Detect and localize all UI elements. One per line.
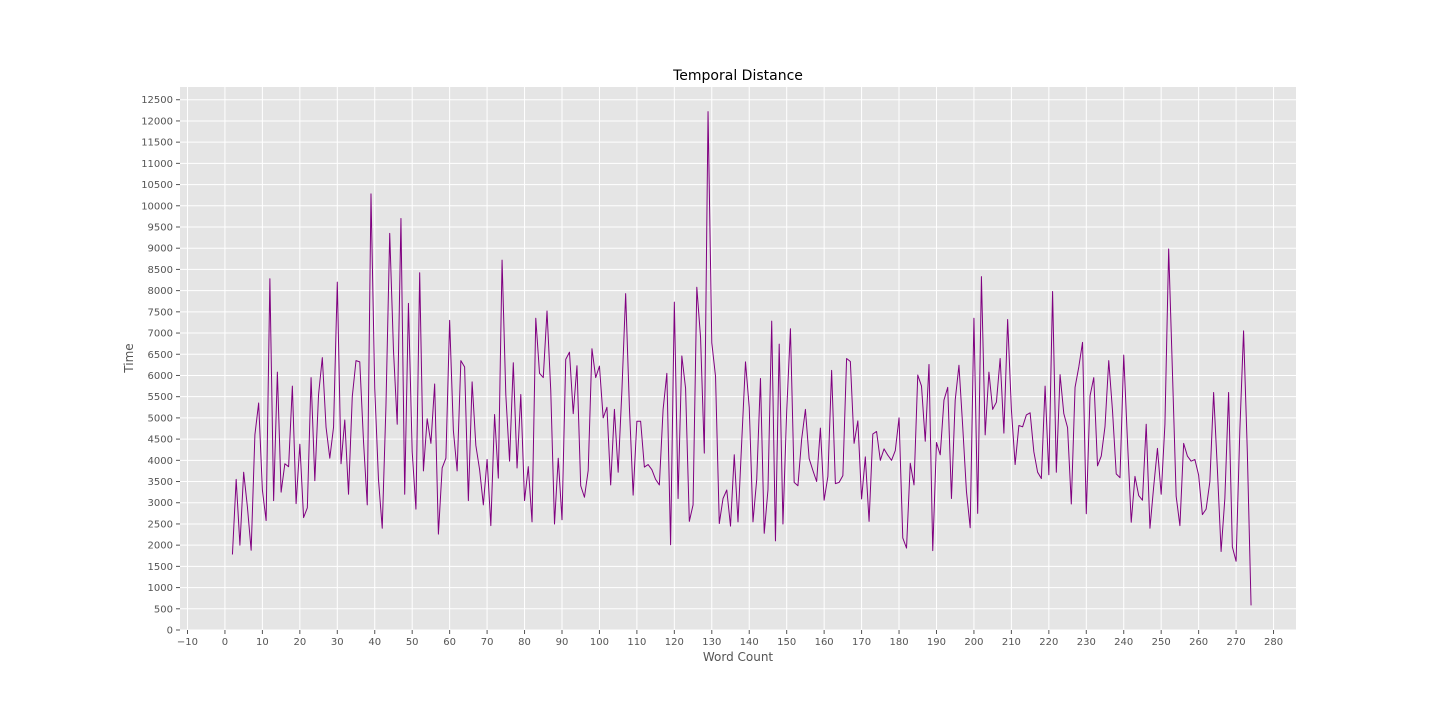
x-tick-label: 100 [590, 637, 609, 648]
grid-lines [180, 87, 1296, 631]
y-tick-label: 10000 [141, 201, 173, 212]
x-axis-label: Word Count [703, 650, 774, 664]
x-tick-label: 20 [293, 637, 306, 648]
x-tick-label: 220 [1039, 637, 1058, 648]
x-tick-label: 240 [1114, 637, 1133, 648]
x-tick-label: 190 [927, 637, 946, 648]
x-tick-label: 110 [627, 637, 646, 648]
y-tick-label: 1000 [148, 583, 173, 594]
y-tick-label: 10500 [141, 180, 173, 191]
y-tick-label: 7500 [148, 307, 173, 318]
y-tick-label: 8000 [148, 286, 173, 297]
x-tick-label: 10 [256, 637, 269, 648]
x-tick-label: 130 [702, 637, 721, 648]
x-tick-label: 120 [665, 637, 684, 648]
y-tick-label: 2000 [148, 541, 173, 552]
x-tick-label: 80 [518, 637, 531, 648]
x-tick-label: 70 [481, 637, 494, 648]
x-tick-label: 260 [1189, 637, 1208, 648]
y-tick-label: 4500 [148, 435, 173, 446]
y-tick-label: 11000 [141, 159, 173, 170]
x-tick-label: 50 [406, 637, 419, 648]
y-tick-label: 6500 [148, 350, 173, 361]
x-tick-label: 230 [1077, 637, 1096, 648]
y-tick-label: 12500 [141, 95, 173, 106]
y-tick-label: 6000 [148, 371, 173, 382]
y-tick-label: 9500 [148, 222, 173, 233]
x-tick-label: 180 [889, 637, 908, 648]
chart-title: Temporal Distance [672, 68, 803, 84]
y-tick-label: 5500 [148, 392, 173, 403]
y-axis-ticks: 0 500 1000 1500 2000 2500 3000 3500 4000 4500 5000… [141, 95, 180, 637]
x-tick-label: 150 [777, 637, 796, 648]
x-tick-label: 210 [1002, 637, 1021, 648]
y-tick-label: 5000 [148, 413, 173, 424]
y-tick-label: 9000 [148, 244, 173, 255]
x-tick-label: 40 [368, 637, 381, 648]
y-tick-label: 7000 [148, 329, 173, 340]
x-tick-label: 250 [1152, 637, 1171, 648]
y-tick-label: 0 [167, 626, 173, 637]
x-axis-ticks: −10 0 10 20 30 40 50 60 70 80 90 100 110 120 130 140 150… [177, 630, 1283, 648]
x-tick-label: 170 [852, 637, 871, 648]
x-tick-label: 60 [443, 637, 456, 648]
series-line [231, 111, 1252, 606]
x-tick-label: 270 [1227, 637, 1246, 648]
y-tick-label: 11500 [141, 138, 173, 149]
y-tick-label: 500 [154, 604, 173, 615]
x-tick-label: 280 [1264, 637, 1283, 648]
y-tick-label: 8500 [148, 265, 173, 276]
series-lines [231, 111, 1252, 606]
x-tick-label: 30 [331, 637, 344, 648]
y-tick-label: 2500 [148, 519, 173, 530]
x-tick-label: 140 [740, 637, 759, 648]
y-tick-label: 3000 [148, 498, 173, 509]
x-tick-label: 90 [556, 637, 569, 648]
x-tick-label: −10 [177, 637, 198, 648]
y-tick-label: 4000 [148, 456, 173, 467]
x-tick-label: 160 [815, 637, 834, 648]
x-tick-label: 0 [222, 637, 228, 648]
plot-area [180, 87, 1296, 630]
x-tick-label: 200 [964, 637, 983, 648]
y-axis-label: Time [122, 343, 136, 373]
y-tick-label: 12000 [141, 116, 173, 127]
y-tick-label: 3500 [148, 477, 173, 488]
y-tick-label: 1500 [148, 562, 173, 573]
